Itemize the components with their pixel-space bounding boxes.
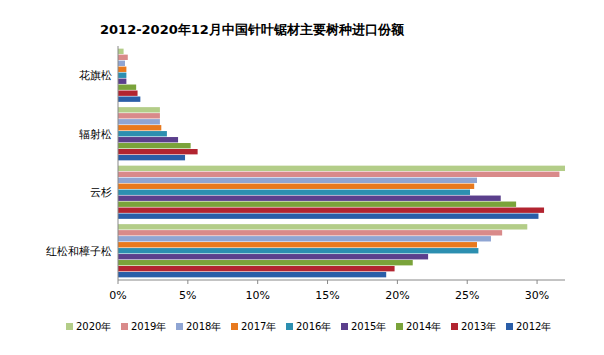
legend-swatch <box>121 323 128 330</box>
bar <box>118 107 160 112</box>
bar <box>118 131 167 136</box>
bar <box>118 260 413 265</box>
legend-swatch <box>66 323 73 330</box>
x-axis <box>118 280 565 281</box>
legend-swatch <box>286 323 293 330</box>
bar <box>118 55 128 60</box>
chart: 2012-2020年12月中国针叶锯材主要树种进口份额花旗松辐射松云杉红松和樟子… <box>0 0 604 355</box>
x-tick <box>118 280 119 284</box>
bar <box>118 184 474 189</box>
category-label: 花旗松 <box>79 69 112 82</box>
x-tick <box>257 280 258 284</box>
bar <box>118 224 527 229</box>
x-tick-label: 25% <box>455 289 479 302</box>
x-tick <box>187 280 188 284</box>
bar <box>118 254 428 259</box>
legend-swatch <box>396 323 403 330</box>
bar <box>118 149 198 154</box>
legend-label: 2013年 <box>461 321 496 332</box>
category-label: 云杉 <box>90 186 112 199</box>
x-tick <box>537 280 538 284</box>
bar <box>118 166 565 171</box>
x-tick-label: 10% <box>245 289 269 302</box>
legend-label: 2016年 <box>296 321 331 332</box>
legend-swatch <box>451 323 458 330</box>
bar <box>118 213 538 218</box>
legend-label: 2019年 <box>131 321 166 332</box>
x-tick <box>327 280 328 284</box>
x-tick-label: 0% <box>109 289 126 302</box>
x-tick-label: 5% <box>179 289 196 302</box>
legend-swatch <box>231 323 238 330</box>
bar <box>118 236 491 241</box>
bar <box>118 266 395 271</box>
bar <box>118 73 126 78</box>
x-tick-label: 15% <box>315 289 339 302</box>
bar <box>118 202 516 207</box>
legend-label: 2015年 <box>351 321 386 332</box>
title: 2012-2020年12月中国针叶锯材主要树种进口份额 <box>100 22 405 37</box>
background <box>0 0 604 355</box>
legend-label: 2018年 <box>186 321 221 332</box>
bar <box>118 125 161 130</box>
bar <box>118 79 126 84</box>
legend-label: 2014年 <box>406 321 441 332</box>
legend-swatch <box>176 323 183 330</box>
bars <box>118 49 565 278</box>
bar <box>118 85 136 90</box>
bar <box>118 119 160 124</box>
bar <box>118 196 501 201</box>
legend-label: 2020年 <box>76 321 111 332</box>
x-tick-label: 30% <box>525 289 549 302</box>
legend-label: 2012年 <box>516 321 551 332</box>
bar <box>118 272 386 277</box>
x-tick <box>397 280 398 284</box>
bar <box>118 208 544 213</box>
bar <box>118 230 502 235</box>
bar <box>118 242 477 247</box>
bar <box>118 155 185 160</box>
bar <box>118 172 559 177</box>
bar <box>118 49 124 54</box>
category-label: 红松和樟子松 <box>46 245 112 258</box>
bar <box>118 96 140 101</box>
bar <box>118 113 160 118</box>
x-tick <box>467 280 468 284</box>
legend-label: 2017年 <box>241 321 276 332</box>
bar <box>118 143 191 148</box>
y-axis <box>118 46 119 280</box>
bar <box>118 61 125 66</box>
bar <box>118 248 478 253</box>
bar <box>118 190 470 195</box>
bar <box>118 67 126 72</box>
legend-swatch <box>341 323 348 330</box>
bar <box>118 178 477 183</box>
bar <box>118 91 138 96</box>
legend-swatch <box>506 323 513 330</box>
x-tick-label: 20% <box>385 289 409 302</box>
bar <box>118 137 178 142</box>
category-label: 辐射松 <box>79 128 112 141</box>
